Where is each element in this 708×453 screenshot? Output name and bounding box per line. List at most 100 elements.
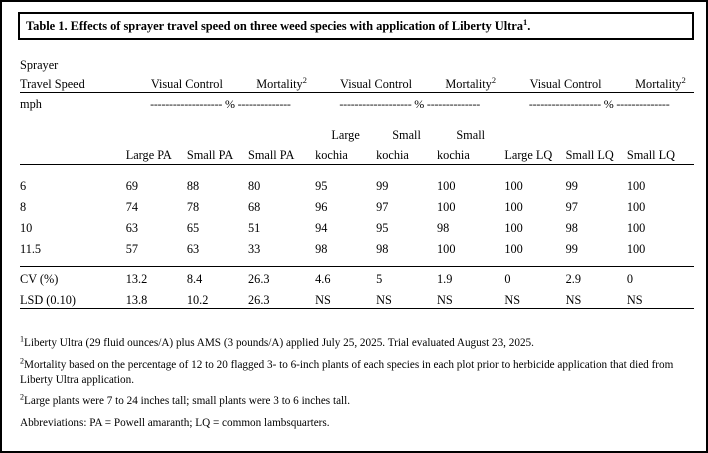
cell-value: 100	[626, 179, 646, 193]
cell-value: 65	[186, 221, 200, 235]
cell-value: 100	[504, 179, 523, 193]
stats-label: CV (%)	[20, 272, 59, 286]
row-speed-value: 10	[20, 221, 33, 235]
cell-value: 2.9	[565, 272, 581, 286]
footnote-2: 2Mortality based on the percentage of 12…	[20, 357, 696, 388]
row-label-line-2: Travel Speed	[20, 73, 126, 93]
group-header-mortality-lq: Mortality2	[626, 73, 694, 93]
header-spacer-1	[126, 54, 694, 73]
cell-value: 5	[376, 272, 383, 286]
footnote-marker: 2	[20, 392, 25, 402]
body-spacer-row	[20, 164, 694, 173]
cell-value: NS	[315, 287, 377, 309]
percent-rule-lq: ------------------- % --------------	[528, 97, 670, 111]
column-header-large-pa: Large PA	[125, 143, 187, 165]
group-header-label: Visual Control	[340, 76, 413, 91]
cell-value: 69	[125, 179, 138, 193]
group-header-label: Mortality	[635, 76, 682, 91]
group-header-label: Mortality	[445, 76, 492, 91]
cell-value: NS	[565, 287, 627, 309]
row-speed-value: 8	[20, 200, 27, 214]
column-header-mortality-small-kochia: kochia	[437, 143, 505, 165]
cell-value: NS	[504, 287, 566, 309]
footnotes: 1Liberty Ultra (29 fluid ounces/A) plus …	[20, 334, 696, 431]
cell-value: 100	[504, 200, 523, 214]
page-title: Table 1. Effects of sprayer travel speed…	[20, 16, 531, 34]
cell-value: 100	[626, 221, 646, 235]
cell-value: NS	[626, 287, 694, 309]
cell-value: 100	[437, 200, 456, 214]
results-table: Sprayer Travel Speed Visual Control Mort…	[20, 54, 694, 309]
cell-value: 26.3	[248, 272, 270, 286]
column-header-large-kochia: kochia	[315, 143, 377, 165]
title-footnote-marker: 1	[523, 16, 528, 27]
group-header-label: Visual Control	[529, 76, 602, 91]
cell-value: 98	[565, 221, 578, 235]
table-title-box: Table 1. Effects of sprayer travel speed…	[18, 12, 694, 40]
column-header-mortality-small-lq: Small LQ	[626, 143, 694, 165]
cell-value: NS	[437, 287, 505, 309]
cell-value: 94	[315, 221, 328, 235]
table-row: 8 74 78 68 96 97 100 100 97 100	[20, 194, 694, 215]
spacer-cell	[20, 112, 694, 124]
cell-value: 0	[504, 272, 511, 286]
percent-rule-pa: ------------------- % --------------	[150, 97, 291, 111]
subheader-top-large-kochia: Large	[331, 128, 360, 142]
group-header-label: Mortality	[256, 76, 303, 91]
cell-value: 13.8	[125, 287, 187, 309]
cell-value: 98	[315, 242, 328, 256]
cell-value: 99	[565, 179, 578, 193]
footnote-1: 1Liberty Ultra (29 fluid ounces/A) plus …	[20, 334, 696, 351]
cell-value: 95	[315, 179, 328, 193]
subheader-top-mortality-small-pa	[248, 124, 315, 143]
cell-value: 8.4	[186, 272, 203, 286]
column-header-mortality-small-pa: Small PA	[248, 143, 316, 165]
footnote-text: Mortality based on the percentage of 12 …	[20, 358, 674, 386]
cell-value: 4.6	[315, 272, 331, 286]
subheader-top-small-kochia: Small	[392, 128, 421, 142]
column-header-small-pa: Small PA	[186, 143, 249, 165]
header-row-sprayer: Sprayer	[20, 54, 694, 73]
cell-value: 100	[504, 221, 523, 235]
column-header-small-lq: Small LQ	[565, 143, 627, 165]
cell-value: 88	[186, 179, 200, 193]
subheader-top-mortality-small-kochia: Small	[456, 128, 486, 142]
cell-value: 98	[437, 221, 450, 235]
group-header-label: Visual Control	[150, 76, 223, 91]
cell-value: 51	[248, 221, 261, 235]
subheader-top-mortality-small-lq	[627, 124, 694, 143]
row-speed-value: 11.5	[20, 242, 42, 256]
column-header-large-lq: Large LQ	[504, 143, 566, 165]
cell-value: 97	[376, 200, 389, 214]
cell-value: 57	[125, 242, 138, 256]
row-speed-value: 6	[20, 179, 27, 193]
cell-value: 97	[565, 200, 578, 214]
footnote-3: 2Large plants were 7 to 24 inches tall; …	[20, 392, 696, 409]
column-header-small-kochia: kochia	[376, 143, 438, 165]
footnote-marker: 2	[491, 75, 496, 85]
subheader-corner-bottom	[20, 143, 126, 165]
footnote-marker: 1	[20, 334, 25, 344]
cell-value: 0	[626, 272, 634, 286]
footnote-text: Liberty Ultra (29 fluid ounces/A) plus A…	[24, 337, 534, 349]
header-row-groups: Travel Speed Visual Control Mortality2 V…	[20, 73, 694, 93]
spacer-cell	[20, 257, 694, 267]
group-header-visual-control-lq: Visual Control	[504, 73, 627, 93]
cell-value: 80	[248, 179, 261, 193]
title-main-text: Table 1. Effects of sprayer travel speed…	[26, 18, 523, 33]
table-row: 11.5 57 63 33 98 98 100 100 99 100	[20, 236, 694, 257]
subheader-row-bottom: Large PA Small PA Small PA kochia kochia…	[20, 143, 694, 165]
subheader-corner	[20, 124, 126, 143]
cell-value: 1.9	[437, 272, 453, 286]
cell-value: 100	[437, 179, 456, 193]
group-header-visual-control-pa: Visual Control	[125, 73, 249, 93]
title-trailing-period: .	[527, 18, 531, 33]
row-label-line-3: mph	[20, 97, 42, 111]
cell-value: 63	[125, 221, 138, 235]
row-label-line-1: Sprayer	[20, 58, 59, 72]
header-row-units: mph ------------------- % --------------…	[20, 92, 694, 112]
footnote-text: Large plants were 7 to 24 inches tall; s…	[24, 395, 351, 408]
group-header-mortality-kochia: Mortality2	[437, 73, 505, 93]
cell-value: 100	[437, 242, 456, 256]
